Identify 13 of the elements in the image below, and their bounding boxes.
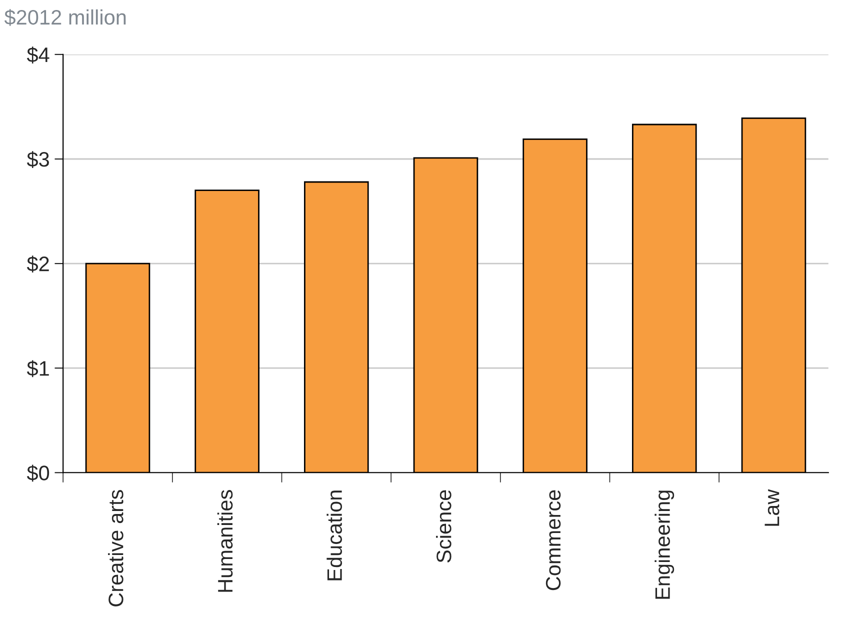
y-axis-title: $2012 million [4, 9, 126, 26]
x-tick-label: Education [326, 490, 342, 580]
y-tick-label: $2 [26, 256, 49, 273]
x-tick-label: Commerce [546, 490, 561, 590]
y-tick-label: $1 [26, 360, 49, 378]
y-tick-label: $4 [26, 46, 50, 64]
x-tick-label: Humanities [217, 490, 233, 592]
y-tick-label: $3 [26, 151, 49, 168]
x-tick-label: Science [436, 490, 452, 562]
x-tick-label: Creative arts [108, 490, 124, 606]
x-tick-label: Engineering [654, 490, 674, 599]
y-tick-label: $0 [26, 464, 50, 482]
x-tick-label: Law [764, 489, 780, 526]
